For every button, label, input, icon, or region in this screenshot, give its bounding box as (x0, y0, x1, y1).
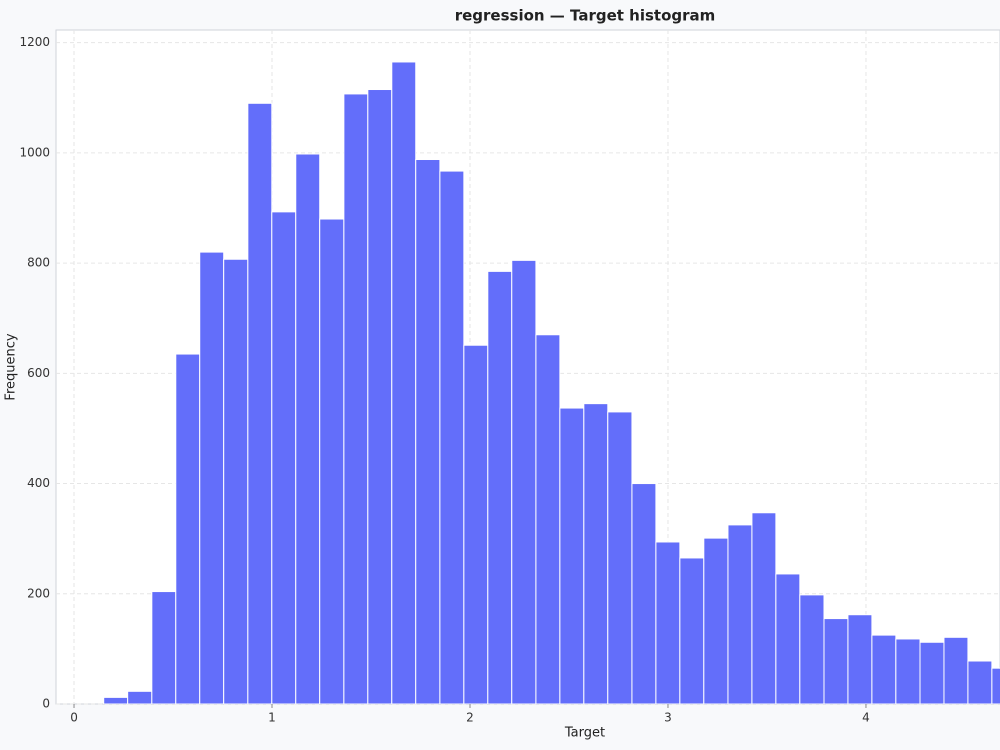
bar (295, 153, 321, 704)
y-tick-label: 600 (27, 366, 50, 380)
bar (631, 483, 657, 704)
bar (703, 537, 729, 704)
y-tick-label: 1000 (19, 145, 50, 159)
y-axis-label: Frequency (4, 333, 19, 400)
bar (559, 407, 585, 704)
x-tick-label: 3 (664, 711, 672, 725)
bar (895, 638, 921, 704)
bar (607, 411, 633, 704)
x-tick-label: 4 (862, 711, 870, 725)
bar (175, 353, 201, 704)
y-tick-label: 400 (27, 476, 50, 490)
y-tick-label: 200 (27, 586, 50, 600)
bar (847, 614, 873, 704)
bar (487, 270, 513, 704)
bar (751, 512, 777, 704)
bar (247, 102, 273, 704)
bar (775, 573, 801, 704)
bar (967, 660, 993, 704)
bar (127, 690, 153, 704)
bar (655, 541, 681, 704)
x-tick-label: 0 (70, 711, 78, 725)
bar (103, 696, 129, 704)
bar (271, 211, 297, 704)
bar (319, 218, 345, 704)
bar (799, 594, 825, 704)
bar (343, 93, 369, 704)
bar (511, 259, 537, 704)
bar (367, 89, 393, 704)
bar (679, 557, 705, 704)
bar (463, 344, 489, 704)
y-tick-label: 800 (27, 256, 50, 270)
bar (583, 403, 609, 704)
chart-title: regression — Target histogram (455, 7, 716, 25)
bar (991, 667, 1000, 704)
ticks: 0 200 400 600 800 1000 1200 0 1 2 3 4 (19, 35, 869, 724)
bars (103, 61, 1000, 704)
x-axis-label: Target (564, 726, 605, 741)
y-tick-label: 0 (42, 697, 50, 711)
x-tick-label: 1 (268, 711, 276, 725)
y-tick-label: 1200 (19, 35, 50, 49)
bar (823, 618, 849, 704)
bar (223, 258, 249, 704)
bar (727, 524, 753, 704)
bar (391, 61, 417, 704)
bar (943, 636, 969, 704)
x-tick-label: 2 (466, 711, 474, 725)
bar (439, 170, 465, 704)
bar (415, 159, 441, 704)
bar (535, 334, 561, 704)
bar (919, 641, 945, 704)
bar (199, 251, 225, 704)
bar (151, 591, 177, 704)
bar (871, 634, 897, 704)
